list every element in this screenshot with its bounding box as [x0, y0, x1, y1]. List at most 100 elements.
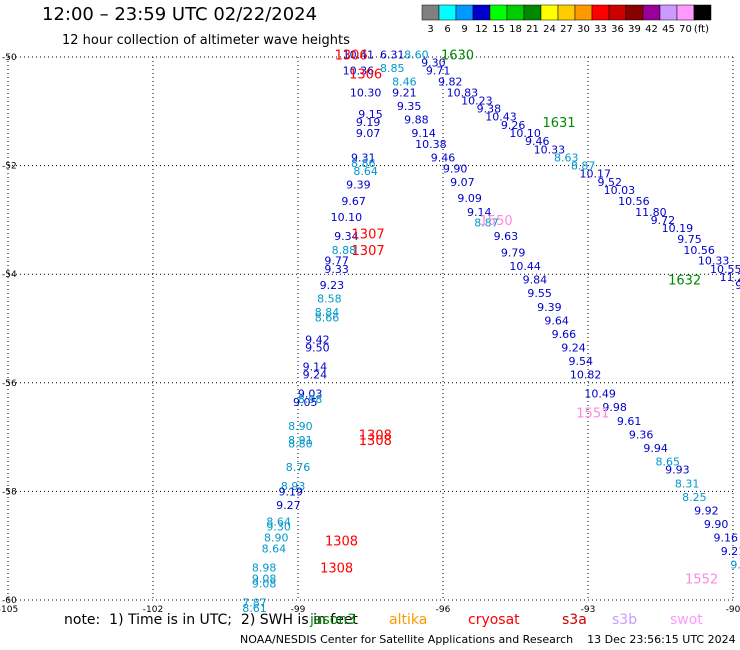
wave-height-value: 9.36	[629, 428, 654, 441]
wave-height-value: 9.07	[450, 176, 475, 189]
wave-height-value: 9.19	[356, 116, 381, 129]
wave-height-value: 9.08	[252, 578, 277, 591]
wave-height-value: 8.31	[675, 477, 700, 490]
wave-height-value: 9.38	[477, 103, 502, 116]
pass-label: 1632	[668, 274, 701, 289]
wave-height-value: 9.84	[523, 274, 548, 287]
chart-subtitle: 12 hour collection of altimeter wave hei…	[62, 33, 350, 48]
wave-height-value: 9.34	[334, 230, 359, 243]
wave-height-value: 10.23	[461, 94, 493, 107]
legend-label: 70	[679, 24, 692, 35]
wave-height-value: 9.16	[714, 532, 739, 545]
wave-height-value: 10.30	[350, 86, 382, 99]
color-legend: 3 6 9 12 15 18 21 24 27 30 33 36 39 42 45 70 (ft)	[421, 4, 712, 35]
legend-swatch	[506, 4, 525, 21]
legend-swatch	[438, 4, 457, 21]
legend-swatch	[591, 4, 610, 21]
pass-label: 1307	[352, 244, 385, 259]
legend-swatch	[523, 4, 542, 21]
wave-height-value: 10.33	[534, 143, 566, 156]
wave-height-value: 10.56	[618, 195, 650, 208]
wave-height-value: 10.03	[604, 184, 636, 197]
wave-height-value: 8.85	[380, 62, 405, 75]
legend-swatch	[625, 4, 644, 21]
wave-height-value: 10.56	[683, 244, 715, 257]
wave-height-value: 9.39	[537, 301, 562, 314]
legend-label: 36	[611, 24, 624, 35]
wave-height-value: 9.33	[324, 263, 349, 276]
mission-altika: altika	[389, 612, 428, 628]
wave-height-value: 8.86	[351, 157, 376, 170]
wave-height-value: 8.98	[252, 561, 277, 574]
legend-swatch	[693, 4, 712, 21]
wave-height-value: 8.93	[281, 480, 306, 493]
wave-height-value: 9.15	[358, 108, 383, 121]
y-tick-label: -58	[2, 487, 17, 497]
legend-label: 18	[509, 24, 522, 35]
chart-axes: -105 -102 -99 -96 -93 -90 -50 -52 -54 -56 -58 -60	[0, 53, 740, 615]
wave-height-value: 9.30	[421, 56, 446, 69]
wave-height-value: 7.87	[242, 597, 267, 610]
wave-height-value: 9.07	[356, 127, 381, 140]
wave-height-value: 9.77	[324, 255, 349, 268]
y-tick-label: -56	[2, 379, 17, 389]
wave-height-value: 9.09	[457, 192, 482, 205]
wave-height-value: 9.73	[735, 279, 740, 292]
wave-height-value: 8.87	[571, 160, 596, 173]
wave-height-value: 9.14	[411, 127, 436, 140]
wave-height-value: 9.24	[561, 342, 586, 355]
wave-height-value: 8.98	[298, 393, 323, 406]
wave-height-value: 8.46	[392, 75, 417, 88]
wave-height-value: 9.90	[443, 162, 468, 175]
wave-height-value: 10.10	[509, 127, 541, 140]
wave-height-value: 8.84	[315, 306, 340, 319]
wave-height-value: 9.35	[397, 100, 422, 113]
pass-label: 1631	[542, 116, 575, 131]
x-tick-label: -105	[0, 605, 18, 615]
wave-height-value: 8.25	[682, 491, 707, 504]
legend-swatch	[642, 4, 661, 21]
wave-height-value: 9.31	[351, 151, 376, 164]
wave-height-value: 9.92	[694, 504, 719, 517]
legend-swatch	[608, 4, 627, 21]
pass-label: 1307	[352, 227, 385, 242]
wave-height-value: 10.43	[485, 111, 517, 124]
x-tick-label: -93	[581, 605, 596, 615]
wave-height-value: 9.67	[341, 195, 366, 208]
legend-label: 12	[475, 24, 488, 35]
wave-height-value: 9.66	[552, 328, 577, 341]
wave-height-value: 9.98	[602, 401, 627, 414]
y-tick-label: -54	[2, 270, 17, 280]
pass-label: 1630	[441, 48, 474, 63]
mission-cryosat: cryosat	[468, 612, 520, 628]
wave-height-value: 9.72	[651, 214, 676, 227]
wave-height-value: 8.88	[332, 244, 357, 257]
wave-height-value: 8.90	[264, 532, 289, 545]
wave-height-value: 9.88	[404, 113, 429, 126]
wave-height-value: 9.93	[665, 464, 690, 477]
wave-height-value: 8.91	[288, 434, 313, 447]
wave-height-value: 9.08	[252, 572, 277, 585]
x-tick-label: -102	[143, 605, 163, 615]
wave-height-value: 9.05	[293, 396, 318, 409]
wave-height-value: 9.50	[305, 342, 330, 355]
wave-height-value: 9.26	[501, 119, 526, 132]
legend-label: 42	[645, 24, 658, 35]
wave-height-value: 9.27	[276, 499, 301, 512]
wave-height-value: 9.46	[431, 151, 456, 164]
footer-note: note: 1) Time is in UTC; 2) SWH is in fe…	[64, 612, 358, 628]
wave-height-value: 9.54	[569, 355, 594, 368]
y-tick-label: -50	[2, 53, 17, 63]
wave-height-value: 8.64	[262, 542, 287, 555]
wave-height-value: 9.46	[525, 135, 550, 148]
wave-height-value: 8.64	[353, 165, 378, 178]
wave-height-value: 10.10	[331, 211, 363, 224]
wave-height-value: 10.41	[343, 48, 375, 61]
wave-height-value: 9.21	[721, 545, 740, 558]
y-tick-label: -52	[2, 162, 17, 172]
legend-label: 30	[577, 24, 590, 35]
wave-height-value: 8.64	[266, 515, 291, 528]
legend-swatch	[676, 4, 695, 21]
wave-height-value: 9.19	[279, 485, 304, 498]
